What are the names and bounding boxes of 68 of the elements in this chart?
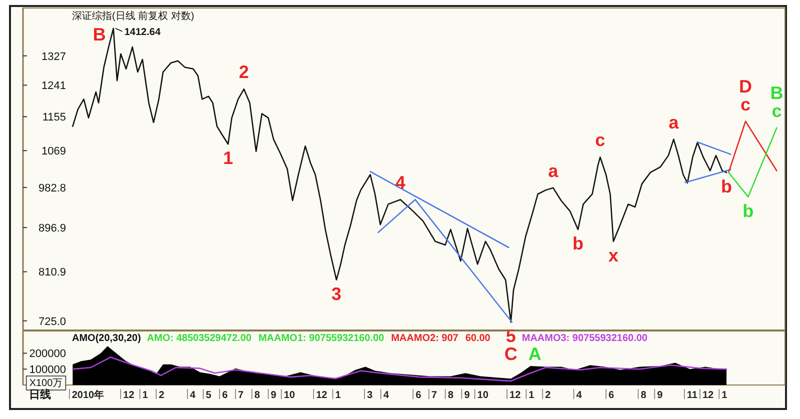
annotation: b: [721, 176, 732, 196]
x-tick-label: 6: [416, 390, 422, 401]
y-tick-label: 1155: [42, 112, 66, 124]
annotation: 2: [238, 62, 249, 82]
annotation: 3: [331, 284, 342, 304]
annotation: c: [740, 94, 751, 114]
x-tick-label: 11: [686, 390, 698, 401]
annotation: B: [92, 24, 106, 44]
annotation: C: [504, 344, 518, 364]
x-tick-label: 3: [366, 390, 373, 401]
y-tick-label: 982.8: [38, 182, 66, 194]
x-tick-label: 4: [576, 390, 582, 401]
x-tick-label: 5: [206, 390, 212, 401]
y-axis-title: X100万: [29, 378, 63, 389]
annotation: a: [668, 112, 680, 132]
x-tick-label: 6: [222, 390, 228, 401]
x-tick-label: 2: [158, 390, 165, 401]
y-tick-label: 1327: [42, 50, 66, 63]
y-tick-label: 725.0: [38, 316, 66, 328]
annotation: b: [572, 233, 584, 254]
x-tick-label: 7: [238, 390, 244, 401]
y-tick-label: 100000: [29, 364, 66, 376]
x-tick-label: 12: [510, 390, 522, 401]
y-tick-label: 1069: [42, 146, 66, 158]
chart-title: 深证综指(日线 前复权 对数): [72, 10, 194, 22]
annotation: 1: [223, 148, 234, 168]
annotation: c: [595, 130, 606, 150]
x-tick-label: 2010年: [72, 389, 104, 401]
x-tick-label: 9: [657, 390, 664, 401]
annotation: 4: [395, 172, 406, 193]
annotation: A: [528, 344, 542, 364]
x-tick-label: 6: [608, 390, 614, 401]
x-tick-label: 9: [270, 390, 277, 401]
x-tick-label: 12: [316, 390, 328, 401]
x-tick-label: 10: [284, 390, 296, 401]
x-tick-label: 12: [702, 390, 714, 401]
x-axis-title: 日线: [29, 388, 51, 401]
annotation: x: [608, 245, 618, 266]
y-tick-label: 810.9: [38, 266, 66, 279]
x-tick-label: 7: [431, 390, 438, 401]
x-tick-label: 8: [254, 390, 260, 401]
annotation: D: [739, 76, 752, 96]
y-tick-label: 200000: [29, 348, 66, 360]
x-tick-label: 1: [722, 390, 728, 401]
x-tick-label: 10: [477, 390, 489, 401]
y-tick-label: 1241: [42, 80, 66, 92]
annotation: b: [742, 200, 754, 221]
x-tick-label: 4: [190, 390, 196, 401]
x-tick-label: 4: [383, 390, 390, 401]
x-tick-label: 1: [335, 390, 342, 401]
annotation: a: [548, 160, 560, 181]
x-tick-label: 1: [528, 390, 535, 401]
annotation: 60.00: [465, 333, 491, 344]
x-tick-label: 1: [142, 390, 148, 401]
annotation: 1412.64: [124, 26, 161, 38]
annotation: B: [770, 82, 784, 103]
x-tick-label: 2: [545, 390, 552, 401]
annotation: AMO: 48503529472.00: [146, 333, 252, 344]
x-tick-label: 12: [123, 390, 135, 401]
y-tick-label: 896.9: [38, 222, 66, 235]
annotation: c: [772, 100, 782, 121]
x-tick-label: 8: [640, 390, 647, 401]
x-tick-label: 8: [448, 390, 454, 401]
x-tick-label: 9: [464, 390, 470, 401]
annotation: MAAMO1: 90755932160.00: [258, 333, 385, 344]
annotation: MAAMO2: 907: [391, 333, 459, 344]
chart-title: AMO(20,30,20): [72, 333, 141, 344]
annotation: MAAMO3: 90755932160.00: [522, 333, 648, 344]
